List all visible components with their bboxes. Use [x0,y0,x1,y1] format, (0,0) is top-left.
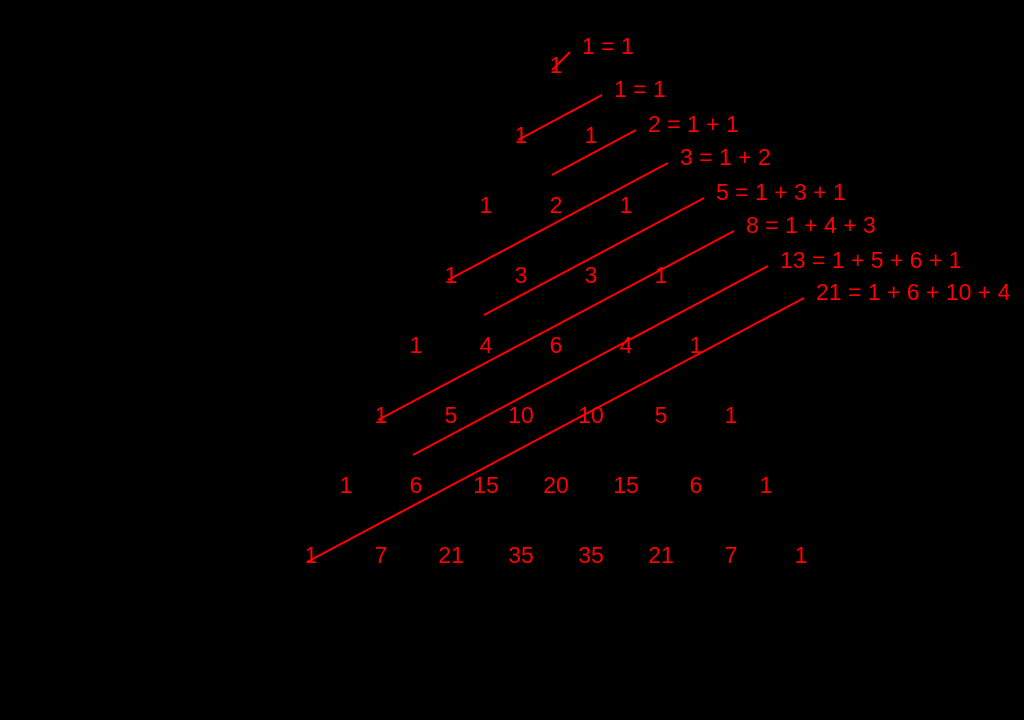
pascal-cell-r1-c1: 1 [585,122,598,148]
fibonacci-equation-4: 5 = 1 + 3 + 1 [716,179,846,205]
pascal-cell-r4-c1: 4 [480,332,493,358]
pascal-cell-r5-c0: 1 [375,402,388,428]
fibonacci-equation-0: 1 = 1 [582,33,634,59]
pascal-fibonacci-diagram: 1111211331146411510105116152015611721353… [0,0,1024,720]
pascal-cell-r6-c6: 1 [760,472,773,498]
pascal-cell-r5-c1: 5 [445,402,458,428]
pascal-cell-r7-c1: 7 [375,542,388,568]
pascal-cell-r6-c4: 15 [613,472,639,498]
fibonacci-equation-1: 1 = 1 [614,76,666,102]
pascal-cell-r6-c1: 6 [410,472,423,498]
pascal-cell-r6-c0: 1 [340,472,353,498]
pascal-cell-r1-c0: 1 [515,122,528,148]
fibonacci-equation-3: 3 = 1 + 2 [680,144,771,170]
pascal-cell-r2-c2: 1 [620,192,633,218]
pascal-cell-r5-c4: 5 [655,402,668,428]
pascal-cell-r3-c0: 1 [445,262,458,288]
pascal-cell-r7-c2: 21 [438,542,464,568]
pascal-cell-r7-c3: 35 [508,542,534,568]
pascal-cell-r4-c3: 4 [620,332,633,358]
pascal-cell-r6-c3: 20 [543,472,569,498]
pascal-cell-r7-c0: 1 [305,542,318,568]
pascal-cell-r5-c2: 10 [508,402,534,428]
pascal-cell-r4-c2: 6 [550,332,563,358]
pascal-cell-r3-c3: 1 [655,262,668,288]
pascal-cell-r7-c7: 1 [795,542,808,568]
fibonacci-equation-2: 2 = 1 + 1 [648,111,739,137]
pascal-cell-r3-c2: 3 [585,262,598,288]
pascal-cell-r2-c1: 2 [550,192,563,218]
pascal-cell-r5-c3: 10 [578,402,604,428]
pascal-cell-r6-c5: 6 [690,472,703,498]
pascal-cell-r6-c2: 15 [473,472,499,498]
pascal-cell-r0-c0: 1 [550,52,563,78]
fibonacci-equation-7: 21 = 1 + 6 + 10 + 4 [816,279,1011,305]
pascal-cell-r4-c4: 1 [690,332,703,358]
background-rect [0,0,1024,720]
pascal-cell-r7-c5: 21 [648,542,674,568]
fibonacci-equation-5: 8 = 1 + 4 + 3 [746,212,876,238]
pascal-cell-r7-c4: 35 [578,542,604,568]
pascal-cell-r5-c5: 1 [725,402,738,428]
pascal-cell-r3-c1: 3 [515,262,528,288]
pascal-cell-r7-c6: 7 [725,542,738,568]
pascal-cell-r4-c0: 1 [410,332,423,358]
pascal-cell-r2-c0: 1 [480,192,493,218]
fibonacci-equation-6: 13 = 1 + 5 + 6 + 1 [780,247,962,273]
